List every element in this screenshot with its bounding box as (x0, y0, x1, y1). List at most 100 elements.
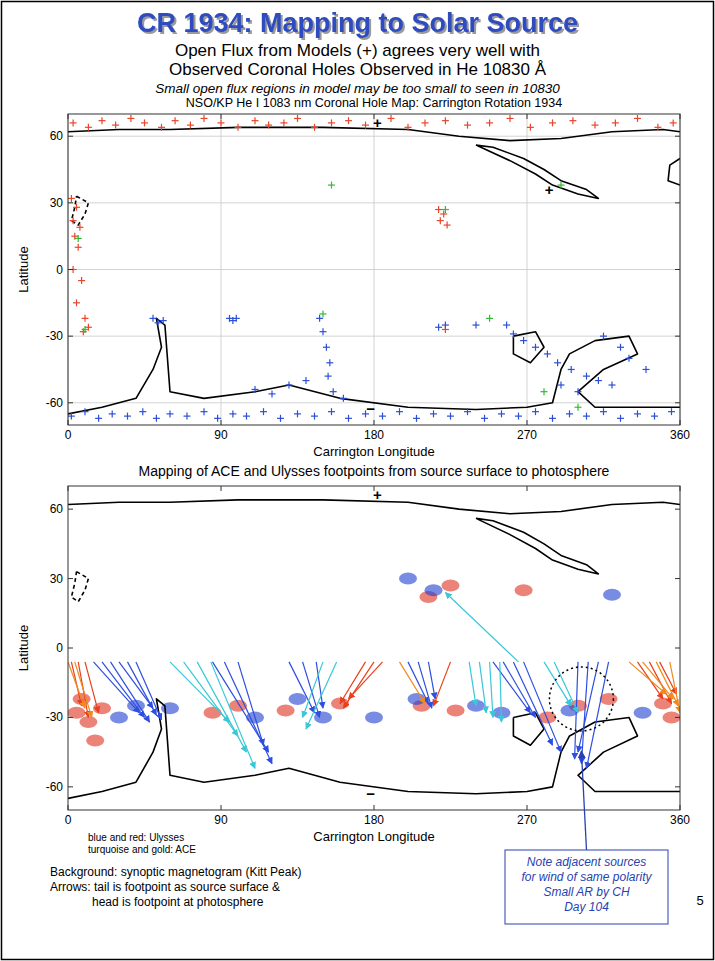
footpoint-arrow (490, 662, 493, 718)
footpoint-arrow (340, 662, 366, 704)
open-flux-point (592, 122, 599, 129)
x-tick-label: 270 (517, 813, 537, 827)
plus-v (557, 359, 558, 366)
x-tick-label: 0 (65, 428, 72, 442)
magnetogram-blob (447, 704, 465, 716)
footpoint-arrow (349, 662, 383, 699)
open-flux-point (435, 206, 442, 213)
open-flux-point (286, 382, 293, 389)
open-flux-point (328, 182, 335, 189)
open-flux-point (520, 337, 527, 344)
plus-v (560, 382, 561, 389)
magnetogram-blob (603, 589, 621, 601)
y-tick (68, 269, 73, 270)
subtitle: Open Flux from Models (+) agrees very we… (175, 41, 540, 60)
footpoint-arrow (128, 662, 157, 715)
plus-v (407, 124, 408, 131)
open-flux-point (82, 315, 89, 322)
open-flux-point (464, 408, 471, 415)
magnetogram-blob (365, 711, 383, 723)
open-flux-point (595, 377, 602, 384)
x-tick (68, 420, 69, 425)
x-tick (527, 420, 528, 425)
open-flux-point (670, 119, 677, 126)
y-tick (675, 136, 680, 137)
plus-v (654, 413, 655, 420)
footpoint-arrow (578, 662, 598, 752)
highlight-circle (549, 667, 613, 731)
caption: head is footpoint at photosphere (92, 895, 264, 909)
magnetogram-blob (634, 707, 652, 719)
open-flux-point (82, 408, 89, 415)
plus-v (445, 117, 446, 124)
open-flux-point (184, 413, 191, 420)
plus-v (552, 119, 553, 126)
footpoint-arrow (503, 662, 535, 718)
open-flux-point (442, 117, 449, 124)
open-flux-point (141, 119, 148, 126)
plus-v (76, 204, 77, 211)
plus-v (271, 390, 272, 397)
footpoint-arrow (400, 662, 426, 704)
plus-v (440, 217, 441, 224)
open-flux-point (139, 408, 146, 415)
chart-title: Mapping of ACE and Ulysses footpoints fr… (139, 463, 610, 479)
plus-v (382, 413, 383, 420)
y-tick (68, 578, 73, 579)
plot-background (68, 114, 680, 425)
open-flux-point (277, 415, 284, 422)
open-flux-point (544, 350, 551, 357)
open-flux-point (73, 204, 80, 211)
plus-v (598, 377, 599, 384)
plus-v (501, 410, 502, 417)
y-tick (675, 269, 680, 270)
plus-v (509, 115, 510, 122)
magnetogram-blob (86, 735, 104, 747)
plus-v (84, 315, 85, 322)
x-tick (68, 805, 69, 810)
plus-v (560, 182, 561, 189)
open-flux-point (252, 117, 259, 124)
open-flux-point (172, 117, 179, 124)
open-flux-point (481, 415, 488, 422)
x-tick-label: 270 (517, 428, 537, 442)
chart: NSO/KP He I 1083 nm Coronal Hole Map: Ca… (16, 96, 690, 459)
open-flux-point (541, 388, 548, 395)
coronal-hole-boundary (476, 145, 598, 198)
grid-line (68, 202, 680, 203)
footpoint-arrow (587, 662, 609, 768)
open-flux-point (617, 344, 624, 351)
open-flux-point (75, 244, 82, 251)
footpoint-arrow (343, 662, 374, 708)
x-tick (527, 486, 528, 491)
open-flux-point (527, 124, 534, 131)
y-tick (68, 336, 73, 337)
open-flux-point (558, 182, 565, 189)
x-tick (221, 486, 222, 491)
open-flux-point (328, 408, 335, 415)
plus-v (535, 408, 536, 415)
plus-v (547, 350, 548, 357)
open-flux-point (160, 317, 167, 324)
open-flux-point (486, 119, 493, 126)
caption: Arrows: tail is footpoint as source surf… (50, 880, 280, 894)
plus-v (447, 222, 448, 229)
open-flux-point (326, 359, 333, 366)
plus-v (586, 373, 587, 380)
y-tick-label: -30 (46, 710, 64, 724)
open-flux-point (405, 124, 412, 131)
plus-v (152, 315, 153, 322)
x-tick (221, 114, 222, 119)
x-tick (527, 805, 528, 810)
footpoint-arrow (303, 662, 323, 718)
open-flux-point (320, 328, 327, 335)
plus-v (569, 410, 570, 417)
plus-v (333, 388, 334, 395)
open-flux-point (379, 413, 386, 420)
open-flux-point (583, 413, 590, 420)
plus-v (484, 415, 485, 422)
coronal-hole-boundary (513, 332, 544, 363)
open-flux-point (235, 124, 242, 131)
open-flux-point (413, 415, 420, 422)
open-flux-point (201, 115, 208, 122)
